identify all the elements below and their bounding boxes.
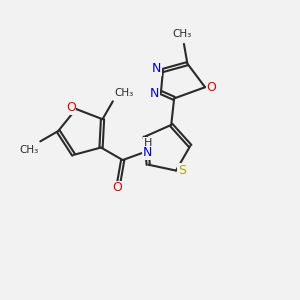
Text: O: O	[112, 181, 122, 194]
Text: N: N	[150, 87, 159, 100]
Text: S: S	[178, 164, 186, 177]
Text: O: O	[66, 101, 76, 114]
Text: CH₃: CH₃	[114, 88, 134, 98]
Text: O: O	[207, 81, 217, 94]
Text: CH₃: CH₃	[20, 145, 39, 155]
Text: CH₃: CH₃	[172, 28, 191, 39]
Text: N: N	[152, 62, 161, 76]
Text: H: H	[143, 138, 152, 148]
Text: N: N	[143, 146, 152, 160]
